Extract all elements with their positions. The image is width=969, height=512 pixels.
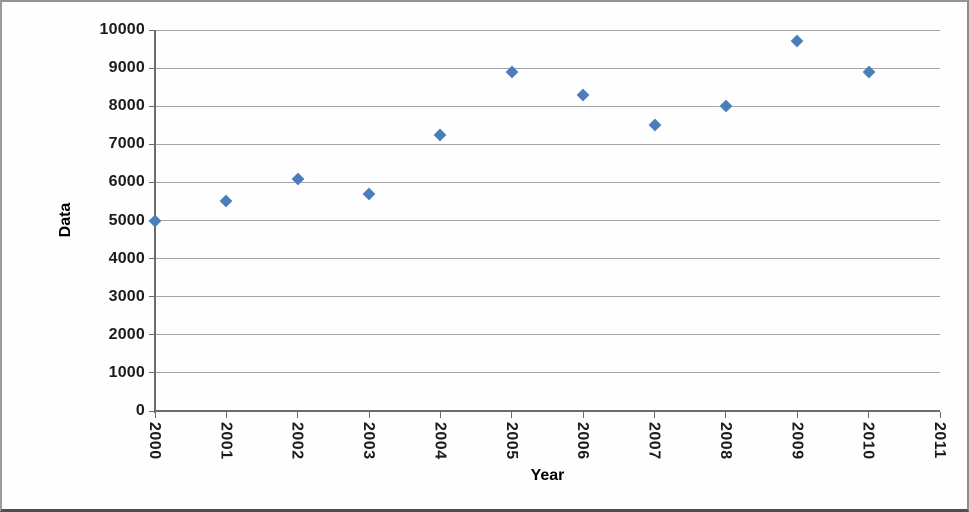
x-tick-label: 2007 — [645, 422, 663, 460]
x-tick-label: 2005 — [502, 422, 520, 460]
data-point-marker — [790, 35, 804, 48]
x-tick-label: 2010 — [859, 422, 877, 460]
gridline — [155, 372, 940, 374]
x-axis-tick — [868, 412, 870, 418]
x-tick-label: 2004 — [431, 422, 449, 460]
x-axis-tick — [297, 412, 299, 418]
y-axis-tick — [149, 29, 155, 31]
x-axis-line — [155, 410, 940, 412]
x-tick-label: 2001 — [217, 422, 235, 460]
y-tick-label: 4000 — [108, 249, 145, 267]
y-axis-title: Data — [57, 202, 74, 238]
x-axis-tick — [368, 412, 370, 418]
y-axis-tick — [149, 296, 155, 298]
y-axis-tick — [149, 334, 155, 336]
y-axis-tick — [149, 105, 155, 107]
x-tick-label: 2006 — [574, 422, 592, 460]
data-point-marker — [648, 118, 661, 132]
data-point-marker — [576, 88, 590, 102]
x-axis-tick — [654, 412, 656, 418]
y-tick-label: 8000 — [108, 97, 145, 115]
x-axis-tick — [511, 412, 513, 418]
y-tick-label: 10000 — [99, 21, 145, 38]
gridline — [155, 67, 940, 69]
y-tick-label: 1000 — [108, 363, 145, 381]
x-tick-label: 2002 — [288, 422, 306, 460]
x-axis-tick — [796, 412, 798, 418]
y-axis-tick — [149, 258, 155, 260]
x-axis-tick — [725, 412, 727, 418]
y-axis-tick — [149, 67, 155, 69]
data-point-marker — [291, 172, 305, 185]
gridline — [155, 181, 940, 183]
data-point-marker — [434, 128, 447, 142]
data-point-marker — [719, 99, 733, 113]
x-axis-tick — [154, 412, 156, 418]
x-axis-tick — [225, 412, 227, 418]
x-tick-label: 2009 — [788, 422, 806, 460]
gridline — [155, 334, 940, 336]
y-axis-tick — [149, 143, 155, 145]
y-tick-label: 5000 — [108, 211, 145, 229]
y-tick-label: 3000 — [108, 287, 145, 305]
y-axis-tick — [149, 410, 155, 412]
gridline — [155, 29, 940, 31]
y-tick-label: 0 — [135, 402, 145, 419]
y-tick-label: 6000 — [108, 173, 145, 191]
x-axis-tick — [582, 412, 584, 418]
data-point-marker — [219, 195, 233, 208]
x-tick-label: 2000 — [146, 422, 163, 460]
gridline — [155, 296, 940, 298]
x-tick-label: 2008 — [716, 422, 734, 460]
x-axis-tick — [439, 412, 441, 418]
gridline — [155, 105, 940, 107]
y-axis-tick — [149, 372, 155, 374]
x-tick-label: 2011 — [931, 422, 948, 459]
x-axis-tick — [939, 412, 941, 418]
data-point-marker — [362, 187, 376, 201]
gridline — [155, 258, 940, 260]
x-tick-label: 2003 — [360, 422, 378, 460]
y-tick-label: 9000 — [108, 59, 145, 77]
y-tick-label: 2000 — [108, 325, 145, 343]
gridline — [155, 220, 940, 221]
y-tick-label: 7000 — [108, 135, 145, 153]
gridline — [155, 143, 940, 145]
y-axis-tick — [149, 181, 155, 183]
data-point-marker — [148, 214, 162, 227]
x-axis-title: Year — [530, 467, 565, 484]
